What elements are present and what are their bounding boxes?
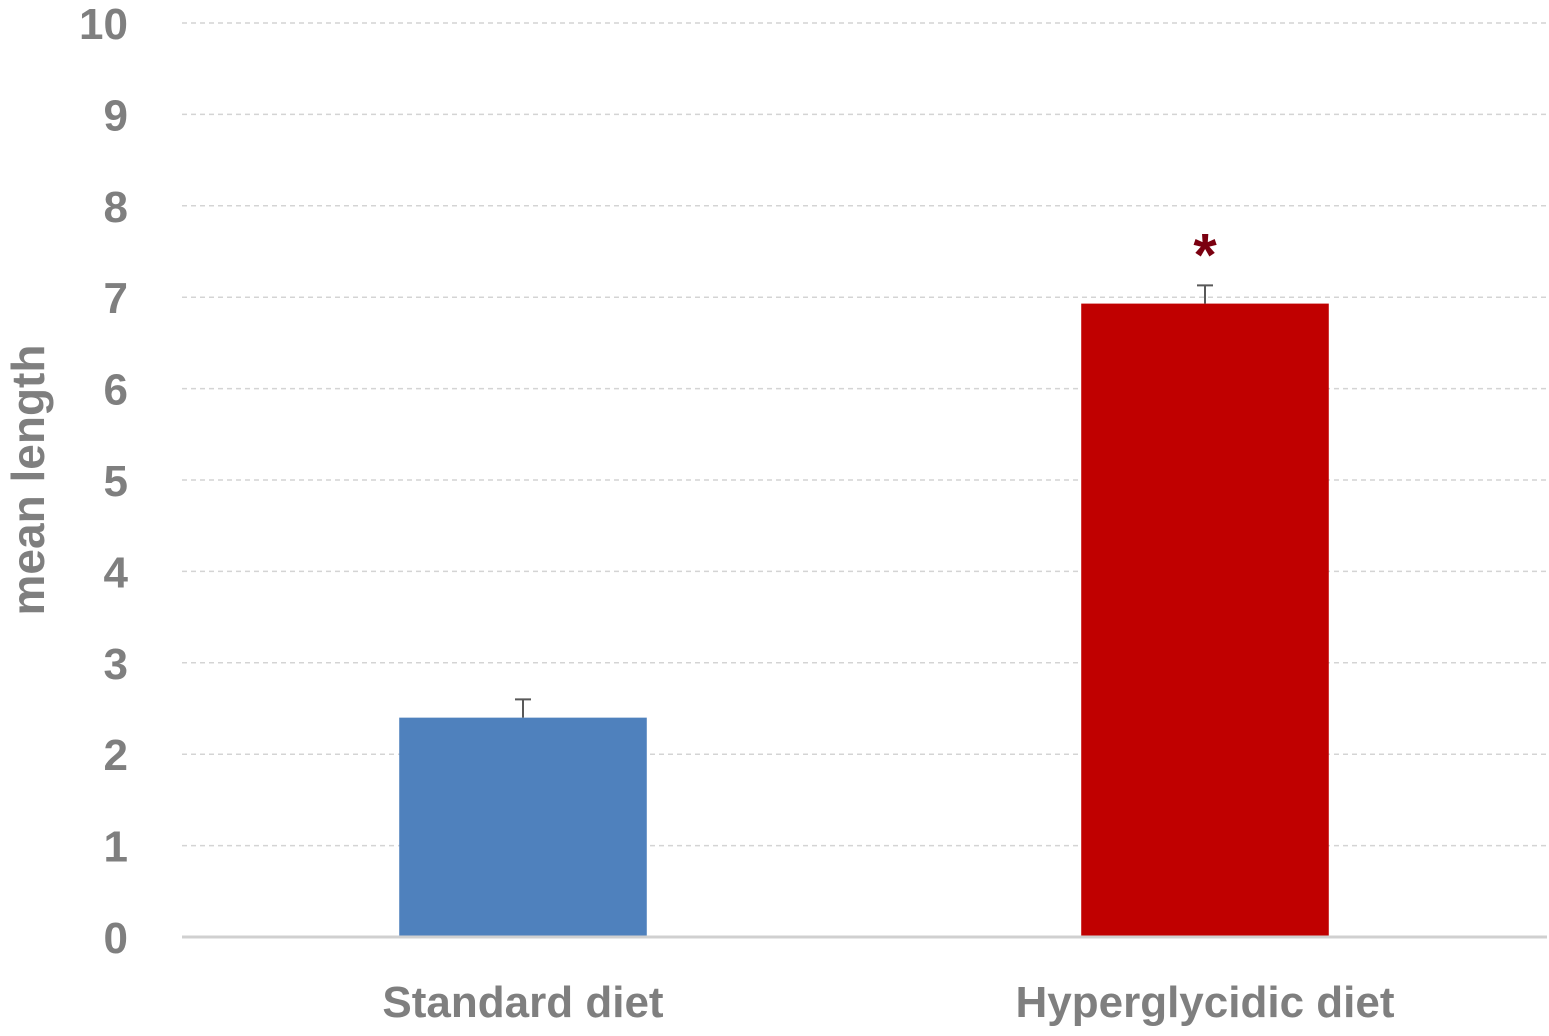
y-tick-label: 4 bbox=[104, 548, 129, 597]
y-tick-label: 7 bbox=[104, 274, 128, 323]
y-tick-label: 10 bbox=[79, 0, 128, 49]
y-tick-label: 1 bbox=[104, 823, 128, 872]
y-tick-label: 0 bbox=[104, 914, 128, 963]
significance-asterisk: * bbox=[1193, 221, 1217, 288]
error-bar bbox=[515, 698, 531, 718]
y-tick-label: 3 bbox=[104, 640, 128, 689]
y-tick-label: 8 bbox=[104, 183, 128, 232]
y-tick-label: 9 bbox=[104, 91, 128, 140]
y-tick-label: 5 bbox=[104, 457, 128, 506]
y-axis-title: mean length bbox=[2, 345, 54, 616]
labels: 0 1 2 3 4 5 6 7 8 9 10 Standard diet Hyperglycidic d… bbox=[79, 0, 1395, 1027]
x-category-label: Standard diet bbox=[382, 978, 663, 1027]
error-bar bbox=[1197, 284, 1213, 304]
bars bbox=[399, 284, 1329, 937]
x-category-label: Hyperglycidic diet bbox=[1015, 978, 1394, 1027]
bar bbox=[399, 717, 647, 937]
gridlines bbox=[182, 22, 1546, 847]
y-tick-label: 6 bbox=[104, 366, 128, 415]
y-tick-label: 2 bbox=[104, 731, 128, 780]
bar bbox=[1081, 303, 1329, 937]
